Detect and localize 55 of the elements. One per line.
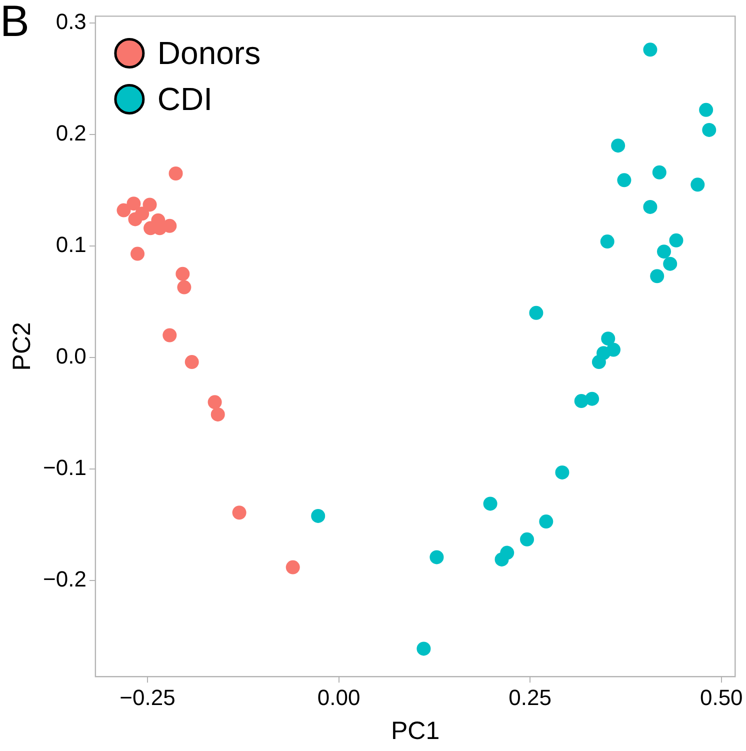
y-tick-label: 0.2	[56, 120, 86, 146]
y-axis-title: PC2	[8, 322, 36, 371]
point	[500, 546, 514, 560]
point	[208, 395, 222, 410]
point	[539, 514, 554, 529]
point	[592, 355, 606, 370]
point	[162, 218, 177, 233]
point	[650, 269, 664, 284]
point	[162, 328, 177, 342]
point	[663, 256, 678, 271]
x-tick-label: −0.25	[120, 684, 176, 710]
point	[585, 392, 600, 406]
point	[177, 280, 192, 294]
point	[116, 203, 131, 218]
legend-label: CDI	[157, 81, 213, 118]
x-tick-label: 0.50	[700, 684, 743, 710]
point	[529, 306, 544, 320]
point	[520, 532, 534, 546]
y-tick-label: −0.1	[42, 455, 86, 480]
point	[483, 496, 498, 511]
point	[416, 642, 431, 656]
point	[184, 355, 199, 370]
point	[135, 206, 150, 221]
point	[669, 233, 684, 248]
point	[601, 332, 616, 346]
text: B	[0, 0, 30, 46]
point	[643, 200, 658, 214]
point	[600, 234, 614, 249]
point	[130, 246, 145, 261]
point	[702, 122, 716, 137]
point	[126, 196, 141, 211]
x-tick-label: 0.25	[508, 684, 552, 710]
point	[555, 465, 570, 480]
point	[656, 244, 671, 259]
point	[699, 102, 714, 117]
x-axis-title: PC1	[390, 716, 440, 745]
point	[430, 550, 444, 564]
point	[690, 178, 705, 192]
y-tick-label: −0.2	[42, 566, 86, 592]
legend-label: Donors	[157, 35, 261, 72]
point	[286, 560, 300, 574]
point	[232, 506, 246, 520]
point	[210, 407, 225, 422]
point	[176, 266, 190, 281]
y-tick-label: 0.1	[56, 232, 86, 258]
y-tick-label: 0.3	[56, 8, 86, 34]
x-tick-label: 0.00	[317, 684, 360, 710]
point	[652, 165, 666, 180]
point	[311, 508, 326, 523]
point	[142, 198, 157, 212]
y-tick-label: 0.0	[56, 344, 86, 369]
point	[617, 173, 632, 188]
point	[611, 138, 626, 153]
point	[168, 166, 183, 180]
point	[643, 42, 658, 57]
